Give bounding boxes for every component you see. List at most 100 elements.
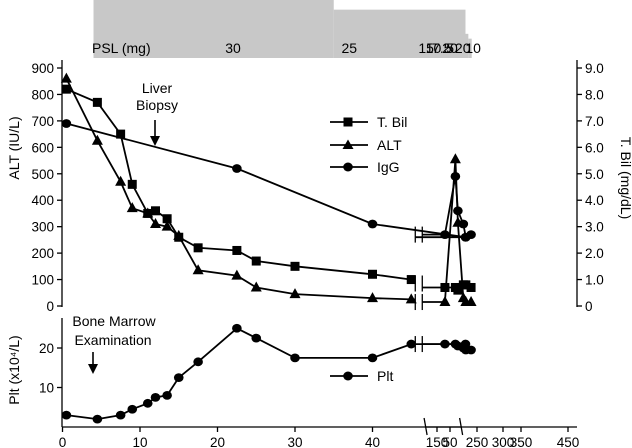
point-plt-2 [115,410,126,420]
point-igg-4 [440,230,450,240]
point-plt-9 [232,323,242,333]
point-t-bil-18 [461,280,471,290]
point-plt-3 [127,404,138,414]
point-t-bil-14 [440,282,450,292]
liver-biopsy-label-line1: Liver [142,80,173,96]
legend-tbil-label: T. Bil [377,114,407,130]
x-tick-label-left-3: 30 [287,435,302,448]
point-t-bil-19 [466,282,476,292]
point-alt-9 [231,269,243,280]
bottom-tick-label-0: 10 [39,381,54,396]
psl-bar-4 [429,38,432,58]
right-tick-label-6: 6.0 [585,140,604,155]
left-tick-label-5: 500 [31,167,54,182]
point-igg-5 [450,172,461,181]
right-tick-label-1: 1.0 [585,273,604,288]
point-plt-10 [251,333,262,343]
psl-bar-3 [426,29,430,58]
point-alt-4 [142,207,154,218]
point-plt-4 [142,398,153,408]
x-tick-label-right-0: 150 [426,435,449,448]
left-tick-label-9: 900 [31,61,54,76]
psl-bar-7 [462,29,466,58]
right-tick-label-9: 9.0 [585,61,604,76]
right-tick-label-2: 2.0 [585,246,604,261]
y-axis-label-alt: ALT (IU/L) [6,116,22,179]
point-alt-13 [405,293,417,304]
legend: T. Bil ALT IgG Plt [330,114,407,384]
point-igg-9 [466,230,476,240]
series-line-igg-a [66,122,466,239]
series-line-plt-a [66,327,466,421]
point-alt-1 [91,134,103,145]
point-plt-8 [193,357,203,367]
point-igg-1 [232,164,242,173]
legend-alt-label: ALT [377,137,402,153]
legend-alt-marker [342,139,354,149]
psl-bar-5 [431,48,460,58]
bone-marrow-label-line2: Examination [74,332,151,348]
point-t-bil-11 [290,261,300,271]
point-alt-14 [439,296,451,307]
left-tick-label-1: 100 [31,273,54,288]
point-plt-1 [92,414,103,424]
plt-label-superscript: ⁴ [7,352,22,358]
legend-tbil-marker [343,117,353,127]
x-tick-label-right-4: 450 [557,435,580,448]
psl-bar-9 [468,38,472,58]
right-tick-label-8: 8.0 [585,87,604,102]
legend-plt-marker [343,371,353,381]
x-tick-label-right-2: 300 [492,435,515,448]
point-alt-10 [250,281,262,292]
point-alt-6 [161,220,173,231]
point-alt-2 [115,175,127,186]
psl-bar-8 [465,33,469,58]
point-igg-0 [61,119,72,128]
point-t-bil-0 [61,84,71,94]
point-plt-7 [173,373,184,383]
series [60,72,477,424]
bone-marrow-label-line1: Bone Marrow [72,313,156,329]
psl-dose-label-2: 20 [442,40,458,56]
psl-dose-label-6: 5 [446,40,454,56]
plt-label-part2: /L) [6,335,22,351]
left-tick-label-8: 800 [31,87,54,102]
point-t-bil-16 [453,285,463,295]
left-tick-label-7: 700 [31,114,54,129]
bottom-tick-label-1: 20 [39,341,54,356]
legend-plt-label: Plt [377,368,393,384]
psl-dose-label-5: 7.5 [432,40,452,56]
point-plt-12 [367,353,378,363]
point-igg-2 [367,219,378,229]
psl-dose-label-3: 15 [418,40,434,56]
right-tick-label-5: 5.0 [585,167,604,182]
bone-marrow-arrow-head [88,364,98,374]
point-alt-11 [289,288,301,299]
psl-label: PSL (mg) [92,40,151,56]
right-tick-label-0: 0 [585,299,593,314]
axes: 010020030040050060070080090001.02.03.04.… [31,60,604,448]
psl-bar-6 [459,19,463,58]
annotations: Liver Biopsy Bone Marrow Examination [72,80,178,374]
right-tick-label-3: 3.0 [585,220,604,235]
point-plt-11 [290,353,300,363]
point-t-bil-5 [151,206,160,216]
point-t-bil-13 [406,275,416,285]
point-igg-6 [453,206,463,216]
point-t-bil-1 [92,97,102,107]
point-plt-6 [162,391,172,400]
x-tick-label-left-0: 0 [59,435,67,448]
point-plt-15 [440,339,450,349]
liver-biopsy-label-line2: Biopsy [136,97,178,113]
point-plt-0 [61,410,72,420]
x-tick-label-right-3: 350 [510,435,533,448]
point-t-bil-8 [193,243,203,253]
x-tick-label-left-2: 20 [210,435,225,448]
x-axis-break-b [423,417,428,436]
point-t-bil-2 [116,129,126,139]
left-tick-label-3: 300 [31,220,54,235]
point-plt-13 [406,339,417,349]
left-tick-label-2: 200 [31,246,54,261]
